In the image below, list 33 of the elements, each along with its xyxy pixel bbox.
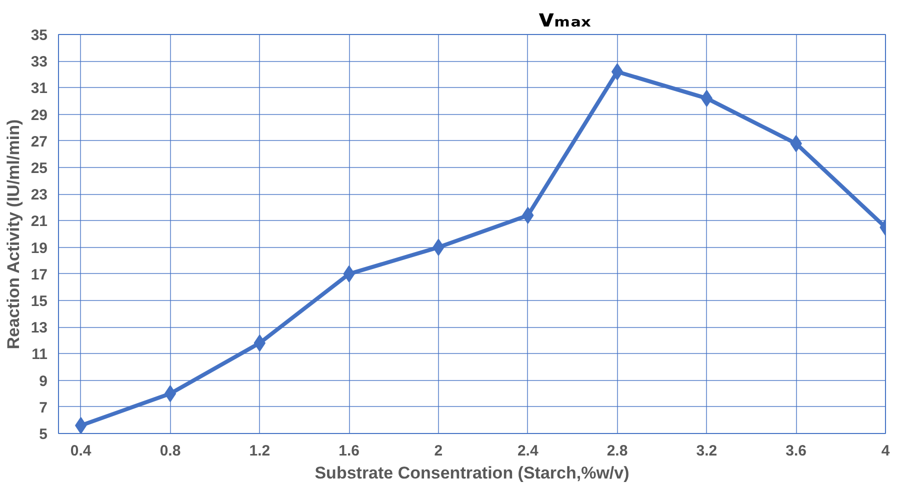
x-tick-label: 3.2 xyxy=(696,442,718,460)
y-tick-label: 17 xyxy=(30,266,48,284)
y-tick-label: 27 xyxy=(30,133,48,150)
y-tick-label: 11 xyxy=(32,346,48,364)
y-tick-label: 9 xyxy=(39,372,48,390)
y-tick-label: 31 xyxy=(30,80,48,98)
y-tick-label: 15 xyxy=(30,293,48,310)
x-tick-label: 1.2 xyxy=(249,442,270,460)
x-tick-label: 4 xyxy=(881,442,890,460)
point xyxy=(700,90,713,107)
x-tick-label: 2.4 xyxy=(517,442,539,460)
point xyxy=(164,385,176,402)
point xyxy=(611,63,624,80)
x-axis-title: Substrate Consentration (Starch,%w/v) xyxy=(314,464,630,482)
y-tick-label: 35 xyxy=(30,27,48,44)
x-tick-label: 1.6 xyxy=(338,442,360,460)
x-tick-label: 3.6 xyxy=(786,442,807,460)
y-tick-label: 5 xyxy=(39,426,48,443)
text: vₘₐₓ xyxy=(538,4,592,32)
point xyxy=(75,417,87,434)
y-tick-label: 23 xyxy=(30,186,48,204)
x-tick-label: 2 xyxy=(434,442,443,460)
x-tick-label: 0.4 xyxy=(70,442,92,460)
y-tick-label: 25 xyxy=(30,160,48,177)
y-tick-label: 29 xyxy=(30,106,48,124)
y-tick-label: 33 xyxy=(30,54,48,71)
y-tick-label: 7 xyxy=(39,399,48,416)
y-tick-label: 19 xyxy=(30,240,48,257)
y-tick-label: 13 xyxy=(30,320,48,337)
x-tick-label: 0.8 xyxy=(160,442,181,460)
y-tick-label: 21 xyxy=(30,213,48,230)
x-tick-label: 2.8 xyxy=(606,442,628,460)
y-axis-title: Reaction Activity (IU/ml/min) xyxy=(4,119,23,350)
